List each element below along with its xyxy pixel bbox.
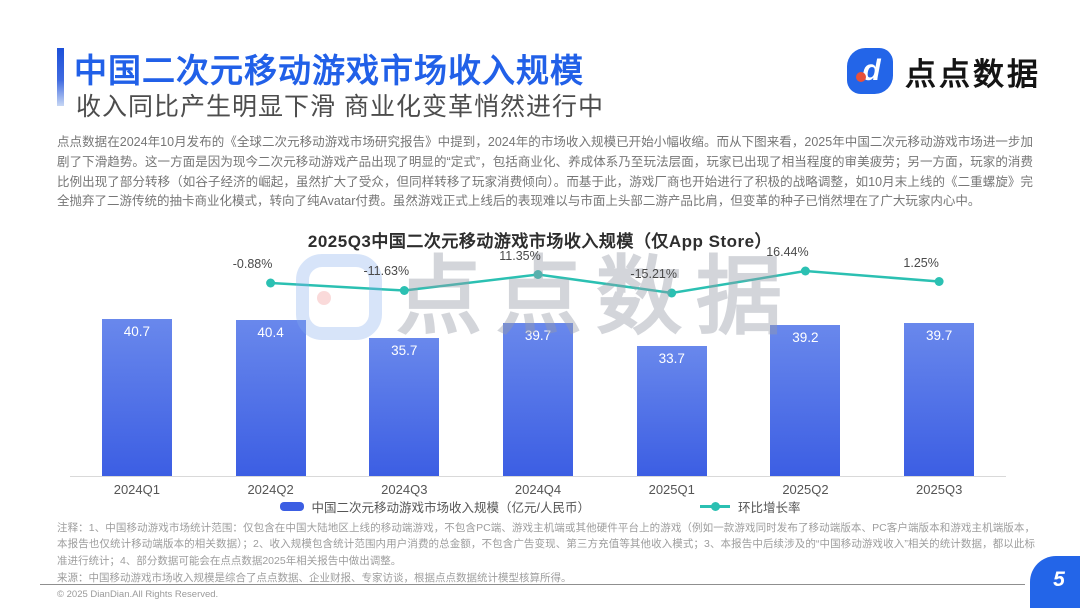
chart-legend: 中国二次元移动游戏市场收入规模（亿元/人民币） 环比增长率 — [0, 497, 1080, 516]
growth-label-2024Q2: -0.88% — [232, 257, 273, 271]
growth-label-2024Q3: -11.63% — [363, 264, 410, 279]
plot-area: 点点数据 40.7 40.4 -0.88% 35.7 -11.63% 39.7 11.35%… — [70, 240, 1006, 477]
bar-value-label: 33.7 — [658, 351, 685, 366]
page-subtitle: 收入同比产生明显下滑 商业化变革悄然进行中 — [76, 93, 604, 121]
title-accent-bar — [57, 48, 64, 106]
x-axis-labels: 2024Q1 2024Q2 2024Q3 2024Q4 2025Q1 2025Q2 2025… — [70, 482, 1006, 497]
growth-label-2025Q1: -15.21% — [630, 266, 677, 281]
intro-paragraph: 点点数据在2024年10月发布的《全球二次元移动游戏市场研究报告》中提到，202… — [57, 135, 1033, 209]
copyright: © 2025 DianDian.All Rights Reserved. — [57, 589, 219, 600]
x-tick-2025Q3: 2025Q3 — [916, 482, 963, 497]
legend-revenue-label: 中国二次元移动游戏市场收入规模（亿元/人民币） — [311, 501, 590, 515]
bar-value-label: 35.7 — [391, 343, 418, 359]
brand-logo: d 点点数据 — [847, 48, 1041, 94]
page-title: 中国二次元移动游戏市场收入规模 — [74, 52, 584, 89]
footnote-text: 注释：1、中国移动游戏市场统计范围：仅包含在中国大陆地区上线的移动端游戏，不包含… — [57, 522, 1035, 567]
brand-name: 点点数据 — [905, 56, 1041, 92]
logo-letter: d — [862, 54, 881, 87]
footnotes: 注释：1、中国移动游戏市场统计范围：仅包含在中国大陆地区上线的移动端游戏，不包含… — [57, 520, 1035, 586]
bar-value-label: 40.4 — [257, 325, 284, 341]
growth-line-series — [266, 266, 944, 298]
bar-2024Q3: 35.7 — [369, 338, 440, 476]
bar-2024Q1: 40.7 — [101, 319, 172, 476]
x-tick-2024Q2: 2024Q2 — [247, 482, 294, 497]
x-tick-2025Q1: 2025Q1 — [648, 482, 695, 497]
footer-divider — [40, 584, 1025, 585]
bar-2025Q2: 39.2 — [770, 324, 841, 476]
bar-2025Q1: 33.7 — [636, 346, 707, 476]
chart-title: 2025Q3中国二次元移动游戏市场收入规模（仅App Store） — [307, 232, 773, 251]
growth-label-2025Q2: 16.44% — [766, 244, 809, 259]
x-tick-2024Q1: 2024Q1 — [113, 482, 160, 497]
legend-item-growth: 环比增长率 — [699, 497, 801, 516]
bar-2024Q2: 40.4 — [235, 320, 306, 476]
page-number-badge: 5 — [1030, 556, 1080, 608]
source-text: 来源：中国移动游戏市场收入规模是综合了点点数据、企业财报、专家访谈，根据点点数据… — [57, 571, 572, 584]
bar-value-label: 39.7 — [926, 327, 953, 343]
bar-value-label: 39.2 — [792, 329, 819, 345]
x-tick-2024Q3: 2024Q3 — [381, 482, 428, 497]
diandian-logo-icon: d — [847, 48, 893, 94]
bar-2024Q4: 39.7 — [503, 322, 573, 476]
line-swatch-icon — [699, 502, 730, 511]
x-tick-2025Q2: 2025Q2 — [782, 482, 829, 497]
legend-item-revenue: 中国二次元移动游戏市场收入规模（亿元/人民币） — [279, 497, 590, 516]
bar-swatch-icon — [279, 502, 304, 511]
bar-2025Q3: 39.7 — [904, 322, 975, 476]
legend-growth-label: 环比增长率 — [737, 501, 801, 515]
logo-red-dot-icon — [856, 72, 866, 82]
page-number: 5 — [1053, 568, 1065, 591]
bar-value-label: 40.7 — [123, 324, 150, 339]
growth-label-2025Q3: 1.25% — [903, 255, 939, 270]
x-tick-2024Q4: 2024Q4 — [514, 482, 562, 497]
bar-value-label: 39.7 — [524, 327, 552, 343]
growth-label-2024Q4: 11.35% — [499, 248, 541, 263]
